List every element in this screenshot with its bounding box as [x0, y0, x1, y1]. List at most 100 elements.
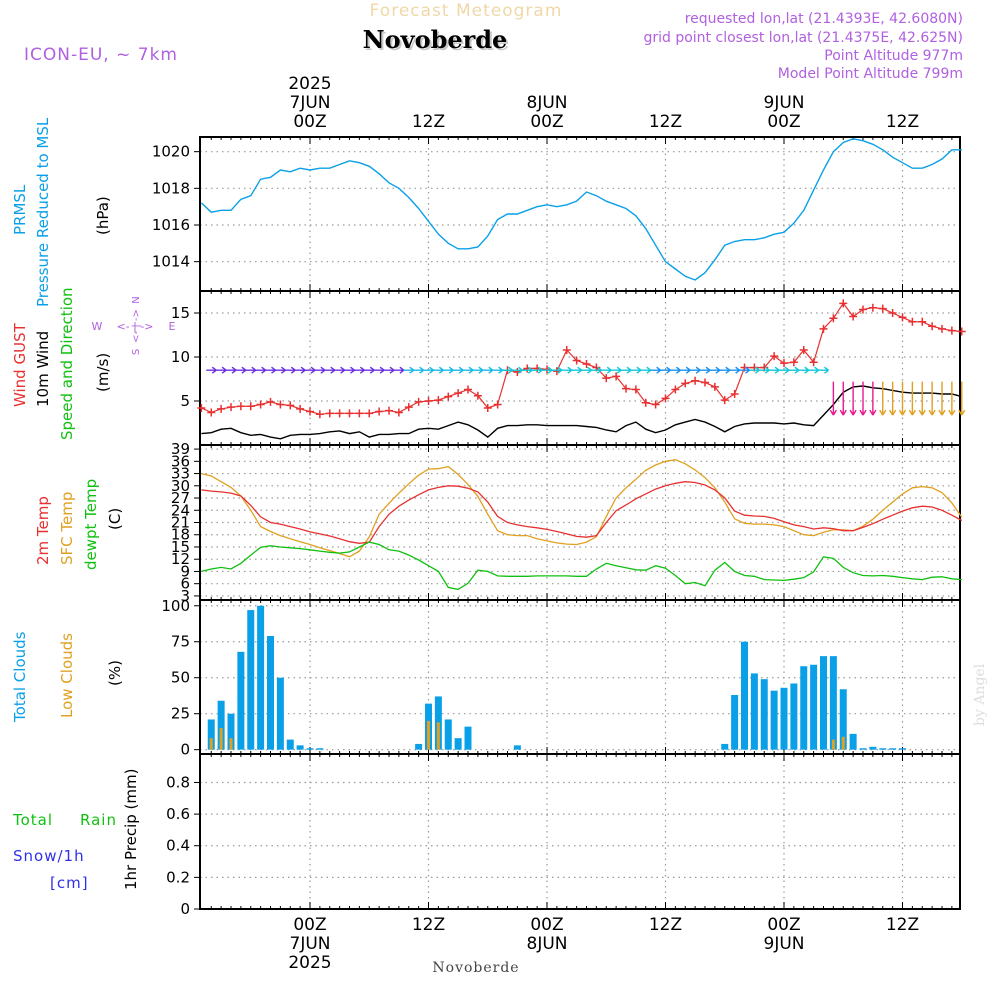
- wind-direction-arrow: [285, 366, 296, 374]
- wind-panel: 5 10 15: [171, 290, 966, 446]
- low-cloud-bar: [229, 738, 233, 750]
- gust-marker: [256, 400, 265, 409]
- y-tick-label: 21: [171, 514, 190, 532]
- gust-marker: [651, 400, 660, 409]
- gust-marker: [345, 409, 354, 418]
- wind-direction-arrow: [690, 366, 701, 374]
- gust-marker: [928, 322, 937, 331]
- total-cloud-bar: [247, 610, 255, 750]
- gust-marker: [434, 396, 443, 405]
- wind-direction-arrow: [829, 381, 837, 416]
- total-cloud-bar: [800, 666, 808, 750]
- wind-direction-arrow: [295, 366, 306, 374]
- low-cloud-bar: [209, 738, 213, 750]
- wind-axis-titles: Wind GUST 10m Wind Speed and Direction (…: [11, 287, 176, 440]
- total-cloud-bar: [316, 748, 324, 750]
- compass-s: S: [131, 349, 142, 355]
- gridpoint-coords: grid point closest lon,lat (21.4375E, 42…: [643, 30, 963, 46]
- wind-direction-arrow: [749, 366, 760, 374]
- gust-marker: [641, 398, 650, 407]
- gust-marker: [315, 410, 324, 419]
- wind-direction-arrow: [443, 366, 454, 374]
- gust-marker: [720, 396, 729, 405]
- panel-frame: [199, 753, 961, 910]
- wind-direction-arrow: [403, 366, 415, 374]
- gust-marker: [325, 409, 334, 418]
- total-cloud-bar: [207, 719, 215, 750]
- wind-direction-arrow: [226, 366, 237, 374]
- gust-marker: [385, 406, 393, 415]
- y-tick-label: 24: [171, 501, 190, 519]
- gust-marker: [394, 408, 403, 417]
- compass-rose: N <- | -> S W <- | -> E: [92, 296, 176, 355]
- hpa-unit-label: (hPa): [94, 196, 112, 235]
- wind-direction-arrow: [512, 366, 523, 374]
- gust-marker: [622, 384, 630, 393]
- pressure-line: [200, 138, 962, 281]
- wind-direction-arrow: [601, 366, 612, 374]
- top-time-label: 12Z: [412, 112, 445, 132]
- wind-direction-arrow: [859, 381, 867, 416]
- total-cloud-bar: [227, 713, 235, 750]
- wind-direction-arrow: [918, 381, 926, 416]
- wind-direction-arrow: [542, 366, 553, 374]
- wind-direction-arrow: [314, 366, 326, 374]
- y-tick-label: 15: [171, 304, 190, 322]
- total-cloud-bar: [839, 689, 847, 750]
- y-tick-label: 6: [180, 575, 190, 593]
- wind-direction-arrow: [640, 366, 652, 374]
- precip-unit-label: 1hr Precip (mm): [122, 769, 140, 890]
- y-tick-label: 5: [180, 392, 190, 410]
- wind-direction-arrow: [502, 366, 513, 374]
- clouds-axis-titles: Total Clouds Low Clouds (%): [11, 631, 124, 723]
- wind-direction-arrow: [739, 366, 750, 374]
- pressure-panel: 1014 1016 1018 1020: [152, 136, 962, 292]
- wind-direction-arrow: [818, 366, 829, 374]
- wind-direction-arrow: [670, 366, 681, 374]
- y-tick-label: 39: [171, 440, 190, 458]
- gust-marker: [918, 317, 927, 326]
- gust-marker: [770, 352, 779, 361]
- gust-marker: [888, 309, 897, 317]
- bottom-time-label: 2025: [288, 953, 331, 973]
- low-cloud-bar: [841, 736, 845, 750]
- wind-direction-arrow: [630, 366, 642, 374]
- wind-direction-arrow: [889, 381, 897, 416]
- y-tick-label: 0.2: [166, 868, 190, 886]
- gust-marker: [266, 397, 275, 406]
- wind-direction-arrow: [769, 366, 780, 374]
- wind-direction-arrow: [453, 366, 464, 374]
- gust-marker: [207, 408, 216, 417]
- temp2m-line: [201, 481, 963, 544]
- gust-marker: [938, 324, 946, 333]
- wind-direction-arrow: [660, 366, 671, 374]
- wind-direction-arrow: [374, 366, 385, 374]
- gust-marker: [661, 394, 670, 403]
- wind-direction-arrow: [413, 366, 425, 374]
- sfc-temp-line: [201, 459, 963, 558]
- wind-direction-arrow: [948, 381, 956, 416]
- wind-direction-arrow: [532, 366, 543, 374]
- gust-marker: [859, 305, 867, 314]
- gust-marker: [473, 391, 482, 400]
- y-tick-label: 15: [171, 538, 190, 556]
- wind-direction-arrow: [759, 366, 770, 374]
- celsius-unit-label: (C): [106, 508, 124, 530]
- bottom-time-label: 7JUN: [290, 934, 331, 954]
- panel-frame: [199, 290, 961, 446]
- point-altitude: Point Altitude 977m: [824, 48, 963, 64]
- total-cloud-bar: [741, 641, 748, 750]
- y-tick-label: 0: [180, 900, 190, 918]
- gust-marker: [414, 397, 423, 406]
- low-cloud-bar: [831, 739, 835, 750]
- rain-label: Rain: [80, 811, 117, 829]
- total-cloud-bar: [731, 694, 739, 750]
- wind-direction-arrow: [591, 366, 602, 374]
- total-cloud-bar: [899, 748, 906, 750]
- wind-direction-arrow: [779, 366, 790, 374]
- snow-label: Snow/1h: [13, 847, 85, 865]
- y-tick-label: 1018: [152, 179, 190, 197]
- y-tick-label: 0.6: [166, 805, 190, 823]
- wind-direction-arrow: [928, 381, 936, 416]
- credit: by Angel: [972, 663, 988, 726]
